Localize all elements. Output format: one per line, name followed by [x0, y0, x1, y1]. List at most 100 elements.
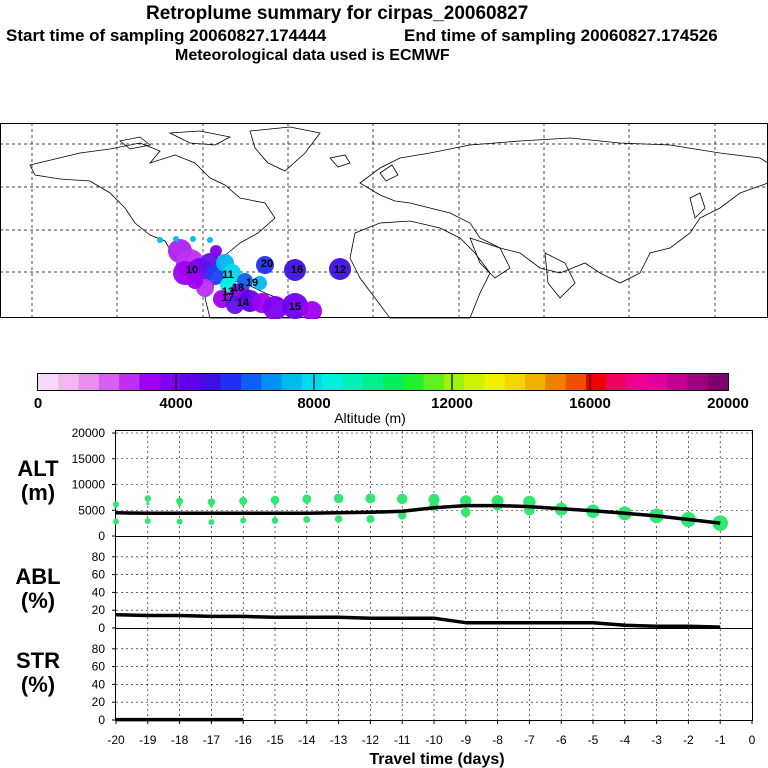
plume-day-label: 14 [237, 297, 250, 309]
plume-blob [253, 276, 267, 290]
alt-dot-upper [239, 496, 248, 505]
alt-dot-upper [176, 497, 184, 505]
colorbar-cell [403, 374, 425, 390]
retroplume-trajectory [157, 236, 351, 319]
colorbar-cell [646, 374, 668, 390]
colorbar-cell [342, 374, 364, 390]
colorbar-cell [606, 374, 628, 390]
y-tick-label: 80 [92, 642, 106, 656]
alt-dot-small [209, 504, 213, 508]
x-tick-label: -16 [235, 733, 253, 747]
alt-dot-lower [397, 511, 407, 520]
map-grid [0, 123, 768, 318]
colorbar-cell [180, 374, 201, 390]
alt-dot-small [273, 502, 277, 506]
colorbar-cell [626, 374, 648, 390]
colorbar: 0 4000 8000 12000 16000 20000 Altitude (m) [34, 373, 749, 426]
colorbar-cell [322, 374, 343, 390]
alt-dot-upper [144, 495, 152, 502]
colorbar-cell [240, 374, 262, 390]
alt-dot-small [114, 505, 118, 509]
colorbar-cell [159, 374, 181, 390]
plume-day-label: 16 [291, 264, 303, 276]
x-tick-label: -2 [683, 733, 694, 747]
plume-day-label: 15 [289, 301, 301, 313]
colorbar-cells [38, 374, 729, 390]
plume-blob [210, 245, 222, 257]
colorbar-cell [585, 374, 607, 390]
y-tick-label: 20000 [72, 428, 106, 440]
colorbar-cell [484, 374, 506, 390]
y-tick-label: 80 [92, 550, 106, 564]
colorbar-cell [504, 374, 526, 390]
alt-dot-upper [396, 493, 408, 505]
y-tick-label: 0 [98, 713, 105, 727]
x-tick-label: -1 [715, 733, 726, 747]
colorbar-cell [565, 374, 587, 390]
abl-ylabel-line2: (%) [21, 588, 55, 613]
x-tick-label: -9 [460, 733, 471, 747]
plume-day-label: 10 [186, 264, 198, 276]
alt-dot-lower [113, 518, 119, 525]
y-tick-label: 0 [98, 529, 105, 543]
y-tick-label: 10000 [72, 478, 106, 492]
alt-dot-lower [334, 515, 343, 523]
colorbar-cell [667, 374, 688, 390]
x-tick-label: -20 [107, 733, 125, 747]
y-tick-label: 40 [92, 677, 106, 691]
timeseries-panels: 0 5000 10000 15000 20000 0 20 40 60 80 0 20 40 60 80 -… [15, 428, 756, 768]
y-tick-label: 0 [98, 621, 105, 635]
colorbar-cell [423, 374, 445, 390]
plume-blob [207, 237, 213, 243]
x-tick-label: -3 [651, 733, 662, 747]
colorbar-tick-label: 0 [34, 395, 42, 412]
x-tick-label: -11 [394, 733, 411, 747]
colorbar-cell [443, 374, 465, 390]
plume-blob [284, 259, 306, 281]
plume-blob [256, 256, 274, 274]
plume-blob [302, 301, 322, 319]
colorbar-cell [687, 374, 709, 390]
alt-dot-lower [208, 519, 215, 526]
x-tick-label: -14 [298, 733, 316, 747]
y-tick-label: 60 [92, 568, 106, 582]
str-ylabel-line1: STR [16, 648, 60, 673]
plume-day-label: 12 [334, 264, 346, 276]
series-lines [115, 503, 721, 722]
plume-blob [226, 296, 244, 314]
y-tick-label: 15000 [72, 452, 106, 466]
abl-series-line [115, 612, 721, 629]
x-tick-label: -12 [362, 733, 380, 747]
plume-blob [187, 273, 203, 289]
x-axis-title: Travel time (days) [369, 751, 504, 768]
alt-dot-upper [302, 494, 312, 504]
x-tick-label: -8 [492, 733, 503, 747]
x-tick-label: 0 [749, 733, 756, 747]
alt-dot-lower [144, 518, 151, 525]
chart-title: Retroplume summary for cirpas_20060827 [146, 3, 529, 24]
start-time-label: Start time of sampling 20060827.174444 [6, 26, 327, 45]
colorbar-cell [139, 374, 161, 390]
colorbar-cell [464, 374, 485, 390]
alt-dot-upper [333, 493, 344, 504]
x-tick-label: -18 [171, 733, 189, 747]
alt-dot-upper [713, 516, 728, 531]
colorbar-label: Altitude (m) [334, 410, 406, 426]
abl-ylabel-line1: ABL [15, 564, 60, 589]
alt-ylabel-line2: (m) [21, 480, 55, 505]
colorbar-cell [707, 374, 729, 390]
alt-dot-lower [240, 517, 247, 524]
alt-dot-upper [428, 493, 440, 505]
colorbar-cell [362, 374, 384, 390]
colorbar-tick-label: 20000 [707, 395, 749, 412]
alt-dot-upper [113, 501, 119, 508]
x-tick-label: -15 [266, 733, 284, 747]
alt-ylabel-line1: ALT [17, 456, 59, 481]
plume-day-label: 17 [222, 292, 234, 304]
colorbar-cell [119, 374, 140, 390]
plume-day-label: 13 [222, 286, 234, 298]
x-tick-label: -13 [330, 733, 348, 747]
alt-dot-upper [270, 495, 280, 505]
colorbar-tick-label: 16000 [569, 395, 611, 412]
x-tick-label: -4 [619, 733, 630, 747]
